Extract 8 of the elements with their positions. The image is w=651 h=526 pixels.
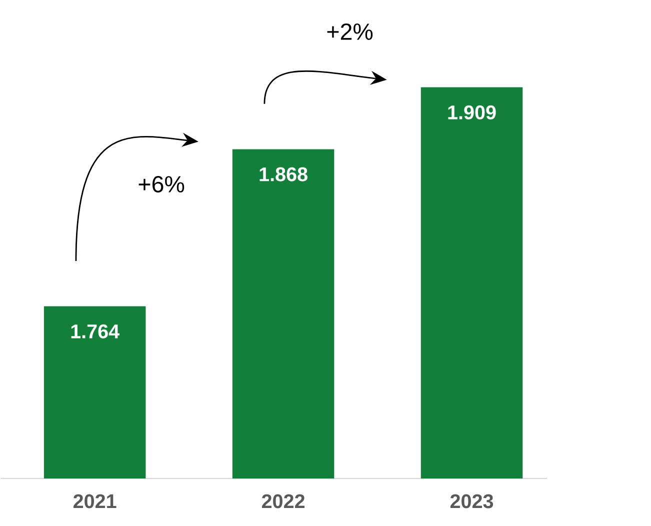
x-tick-label: 2021 (74, 494, 116, 508)
data-label: 1.909 (448, 105, 496, 120)
data-label: 1.868 (260, 167, 308, 182)
annotation: +6% (138, 176, 184, 192)
text: +2% (327, 23, 373, 40)
x-tick-label: 2023 (450, 494, 494, 508)
x-tick-label: 2022 (262, 494, 304, 508)
data-label: 1.764 (71, 324, 120, 338)
